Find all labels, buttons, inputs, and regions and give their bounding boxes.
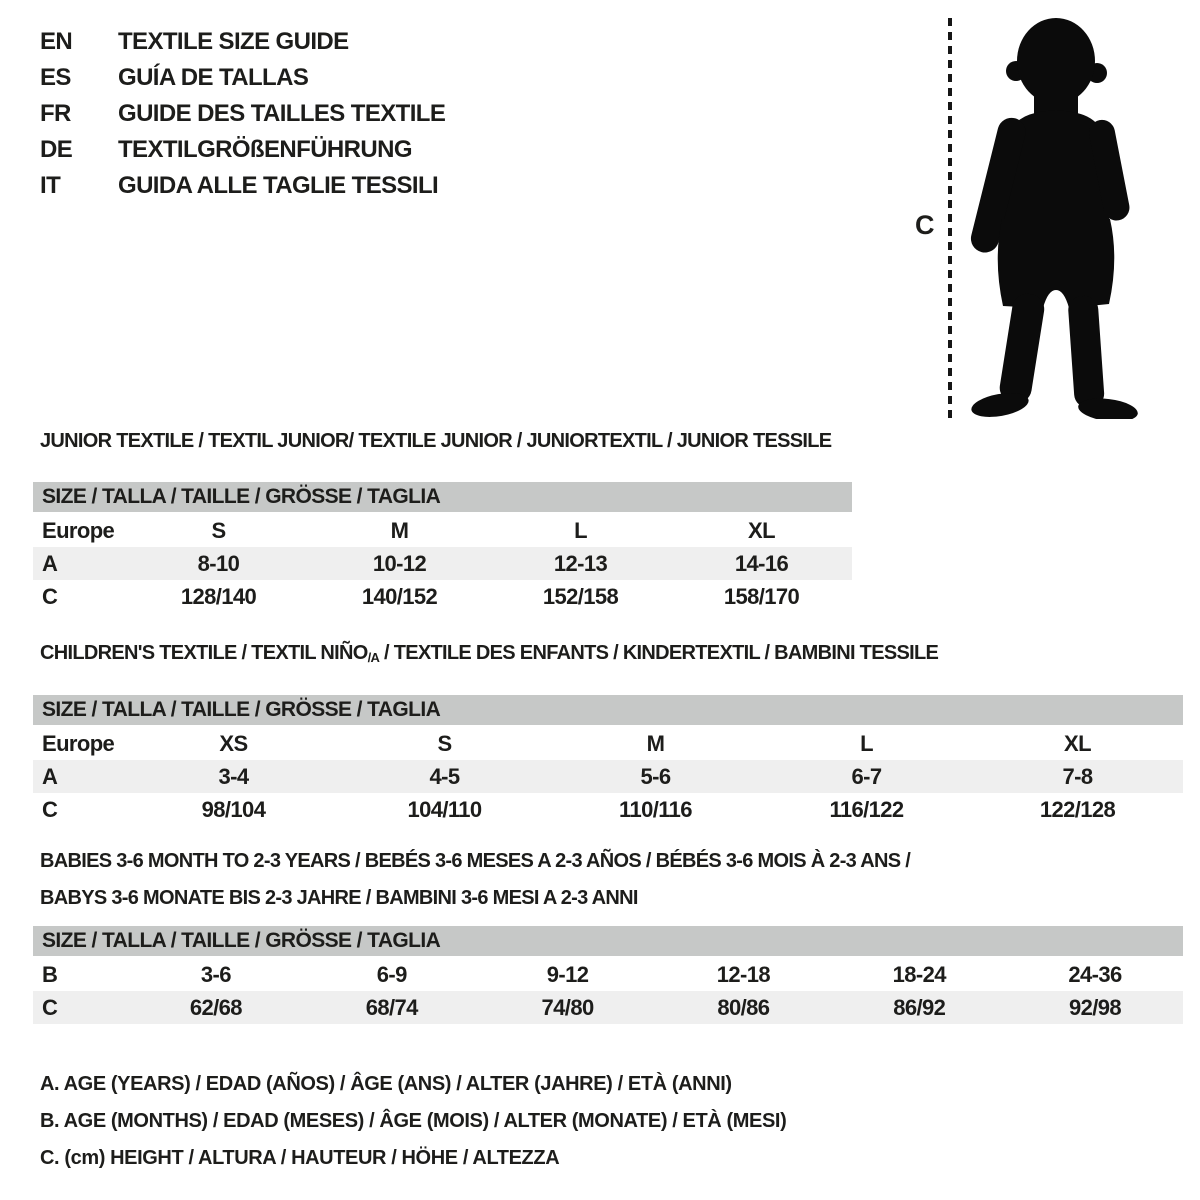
babies-table-title-line1: BABIES 3-6 MONTH TO 2-3 YEARS / BEBÉS 3-… xyxy=(40,850,911,872)
language-row-fr: FR GUIDE DES TAILLES TEXTILE xyxy=(40,96,446,132)
language-code: DE xyxy=(40,136,73,163)
title-subscript: /A xyxy=(367,650,380,665)
age-cell: 3-4 xyxy=(218,763,250,789)
table-row-months: B 3-6 6-9 9-12 12-18 18-24 24-36 xyxy=(33,958,1183,991)
size-header-bar: SIZE / TALLA / TAILLE / GRÖSSE / TAGLIA xyxy=(33,695,1183,725)
height-cell: 122/128 xyxy=(1039,796,1116,822)
age-cell: 6-7 xyxy=(851,763,883,789)
size-cell: M xyxy=(390,517,409,543)
age-cell: 10-12 xyxy=(372,550,427,576)
age-cell: 8-10 xyxy=(197,550,240,576)
junior-textile-table: JUNIOR TEXTILE / TEXTIL JUNIOR/ TEXTILE … xyxy=(33,430,852,613)
months-cell: 24-36 xyxy=(1068,961,1122,987)
junior-table-title: JUNIOR TEXTILE / TEXTIL JUNIOR/ TEXTILE … xyxy=(40,430,832,452)
language-title-list: EN TEXTILE SIZE GUIDE ES GUÍA DE TALLAS … xyxy=(40,24,446,204)
language-code: IT xyxy=(40,172,61,199)
legend-line-b: B. AGE (MONTHS) / EDAD (MESES) / ÂGE (MO… xyxy=(40,1110,787,1132)
language-title: GUIDE DES TAILLES TEXTILE xyxy=(118,100,446,127)
size-cell: XL xyxy=(748,517,776,543)
language-title: GUIDA ALLE TAGLIE TESSILI xyxy=(118,172,439,199)
babies-textile-table: BABIES 3-6 MONTH TO 2-3 YEARS / BEBÉS 3-… xyxy=(33,843,1183,1024)
language-row-it: IT GUIDA ALLE TAGLIE TESSILI xyxy=(40,168,445,204)
height-cell: 104/110 xyxy=(407,796,482,822)
junior-table-body: Europe S M L XL A 8-10 10-12 12-13 14-16… xyxy=(33,514,852,613)
height-measure-label: C xyxy=(915,210,935,240)
age-cell: 7-8 xyxy=(1062,763,1094,789)
table-row-age: A 3-4 4-5 5-6 6-7 7-8 xyxy=(33,760,1183,793)
height-cell: 110/116 xyxy=(619,796,693,822)
language-code: EN xyxy=(40,28,73,55)
language-title: TEXTILE SIZE GUIDE xyxy=(118,28,349,55)
title-prefix: CHILDREN'S TEXTILE / TEXTIL NIÑO xyxy=(40,642,368,664)
size-cell: S xyxy=(437,730,452,756)
size-cell: L xyxy=(860,730,873,756)
height-cell: 152/158 xyxy=(542,583,619,609)
height-cell: 140/152 xyxy=(361,583,438,609)
babies-table-body: B 3-6 6-9 9-12 12-18 18-24 24-36 C 62/68… xyxy=(33,958,1183,1024)
height-cell: 62/68 xyxy=(189,994,243,1020)
toddler-silhouette-image xyxy=(970,18,1138,419)
height-measure-dashed-line xyxy=(948,18,952,418)
age-cell: 12-13 xyxy=(553,550,608,576)
row-label: A xyxy=(42,550,58,576)
height-cell: 116/122 xyxy=(829,796,904,822)
height-cell: 74/80 xyxy=(541,994,595,1020)
table-row-europe: Europe XS S M L XL xyxy=(33,727,1183,760)
row-label: Europe xyxy=(42,730,115,756)
size-header-bar: SIZE / TALLA / TAILLE / GRÖSSE / TAGLIA xyxy=(33,482,852,512)
height-cell: 68/74 xyxy=(365,994,419,1020)
size-cell: S xyxy=(211,517,226,543)
language-code: ES xyxy=(40,64,71,91)
table-row-height: C 62/68 68/74 74/80 80/86 86/92 92/98 xyxy=(33,991,1183,1024)
legend-line-a: A. AGE (YEARS) / EDAD (AÑOS) / ÂGE (ANS)… xyxy=(40,1073,732,1095)
table-row-age: A 8-10 10-12 12-13 14-16 xyxy=(33,547,852,580)
babies-table-title-line2: BABYS 3-6 MONATE BIS 2-3 JAHRE / BAMBINI… xyxy=(40,887,638,909)
months-cell: 12-18 xyxy=(716,961,771,987)
children-table-body: Europe XS S M L XL A 3-4 4-5 5-6 6-7 7-8… xyxy=(33,727,1183,826)
legend-line-c: C. (cm) HEIGHT / ALTURA / HAUTEUR / HÖHE… xyxy=(40,1147,560,1169)
language-code: FR xyxy=(40,100,71,127)
title-suffix: / TEXTILE DES ENFANTS / KINDERTEXTIL / B… xyxy=(379,642,939,664)
height-cell: 86/92 xyxy=(893,994,946,1020)
children-textile-table: CHILDREN'S TEXTILE / TEXTIL NIÑO/A / TEX… xyxy=(33,642,1183,826)
size-header-bar: SIZE / TALLA / TAILLE / GRÖSSE / TAGLIA xyxy=(33,926,1183,956)
age-cell: 14-16 xyxy=(734,550,789,576)
row-label: C xyxy=(42,796,58,822)
table-row-europe: Europe S M L XL xyxy=(33,514,852,547)
size-cell: M xyxy=(646,730,665,756)
children-table-title: CHILDREN'S TEXTILE / TEXTIL NIÑO/A / TEX… xyxy=(33,642,1183,666)
height-cell: 80/86 xyxy=(717,994,770,1020)
language-row-es: ES GUÍA DE TALLAS xyxy=(40,60,445,96)
height-cell: 158/170 xyxy=(723,583,800,609)
toddler-silhouette xyxy=(970,18,1138,419)
language-row-en: EN TEXTILE SIZE GUIDE xyxy=(40,24,445,60)
row-label: Europe xyxy=(42,517,115,543)
height-cell: 92/98 xyxy=(1069,994,1122,1020)
row-label: C xyxy=(42,994,58,1020)
table-row-height: C 128/140 140/152 152/158 158/170 xyxy=(33,580,852,613)
months-cell: 9-12 xyxy=(546,961,589,987)
age-cell: 5-6 xyxy=(640,763,672,789)
size-cell: L xyxy=(574,517,587,543)
months-cell: 18-24 xyxy=(892,961,947,987)
months-cell: 6-9 xyxy=(376,961,408,987)
age-cell: 4-5 xyxy=(429,763,461,789)
language-title: GUÍA DE TALLAS xyxy=(118,64,309,91)
row-label: C xyxy=(42,583,58,609)
height-cell: 128/140 xyxy=(180,583,257,609)
row-label: A xyxy=(42,763,58,789)
row-label: B xyxy=(42,961,58,987)
months-cell: 3-6 xyxy=(200,961,232,987)
language-title: TEXTILGRÖßENFÜHRUNG xyxy=(118,136,413,163)
measure-legend: A. AGE (YEARS) / EDAD (AÑOS) / ÂGE (ANS)… xyxy=(40,1066,787,1177)
table-row-height: C 98/104 104/110 110/116 116/122 122/128 xyxy=(33,793,1183,826)
size-cell: XS xyxy=(219,730,248,756)
height-cell: 98/104 xyxy=(201,796,266,822)
language-row-de: DE TEXTILGRÖßENFÜHRUNG xyxy=(40,132,445,168)
size-cell: XL xyxy=(1064,730,1092,756)
